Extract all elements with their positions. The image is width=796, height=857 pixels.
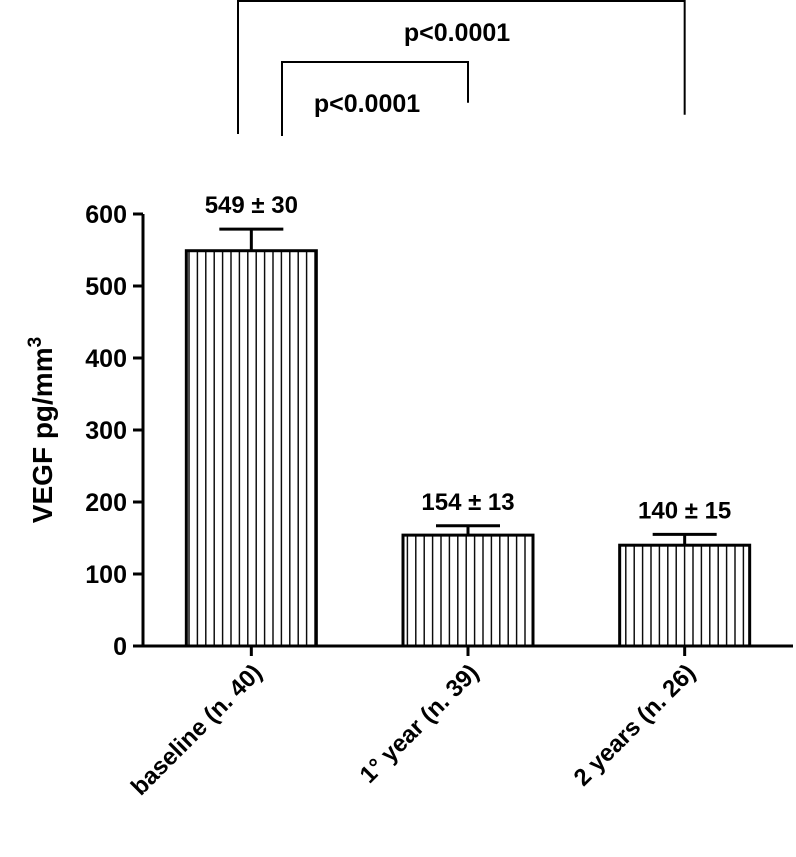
x-axis: baseline (n. 40) 1° year (n. 39) 2 years (… [126,644,793,801]
data-label-0: 549 ± 30 [205,192,298,219]
y-tick-label-0: 0 [113,633,127,661]
y-tick-label-1: 100 [85,561,127,589]
x-tick-label-1: 1° year (n. 39) [355,659,485,789]
y-axis: 0 100 200 300 400 500 600 [85,201,145,661]
bar-1-hatch [403,535,533,646]
y-axis-title-superscript: 3 [25,337,46,348]
x-tick-label-2: 2 years (n. 26) [569,659,701,791]
bar-0-hatch [186,250,317,646]
y-tick-label-4: 400 [85,345,127,373]
data-label-2: 140 ± 15 [638,497,731,524]
bars-group: 549 ± 30 154 ± 13 140 ± 15 [184,192,752,648]
significance-bracket-0 [281,61,469,136]
significance-brackets: p<0.0001 p<0.0001 [237,0,686,136]
significance-label-1: p<0.0001 [404,19,510,47]
y-tick-label-5: 500 [85,273,127,301]
x-tick-label-0: baseline (n. 40) [126,659,268,801]
significance-label-0: p<0.0001 [314,90,420,118]
y-axis-title: VEGF pg/mm3 [25,337,58,523]
data-label-1: 154 ± 13 [421,489,514,516]
y-tick-label-3: 300 [85,417,127,445]
significance-bracket-1 [237,0,686,134]
y-tick-label-6: 600 [85,201,127,229]
bar-2-hatch [619,545,750,646]
y-tick-label-2: 200 [85,489,127,517]
